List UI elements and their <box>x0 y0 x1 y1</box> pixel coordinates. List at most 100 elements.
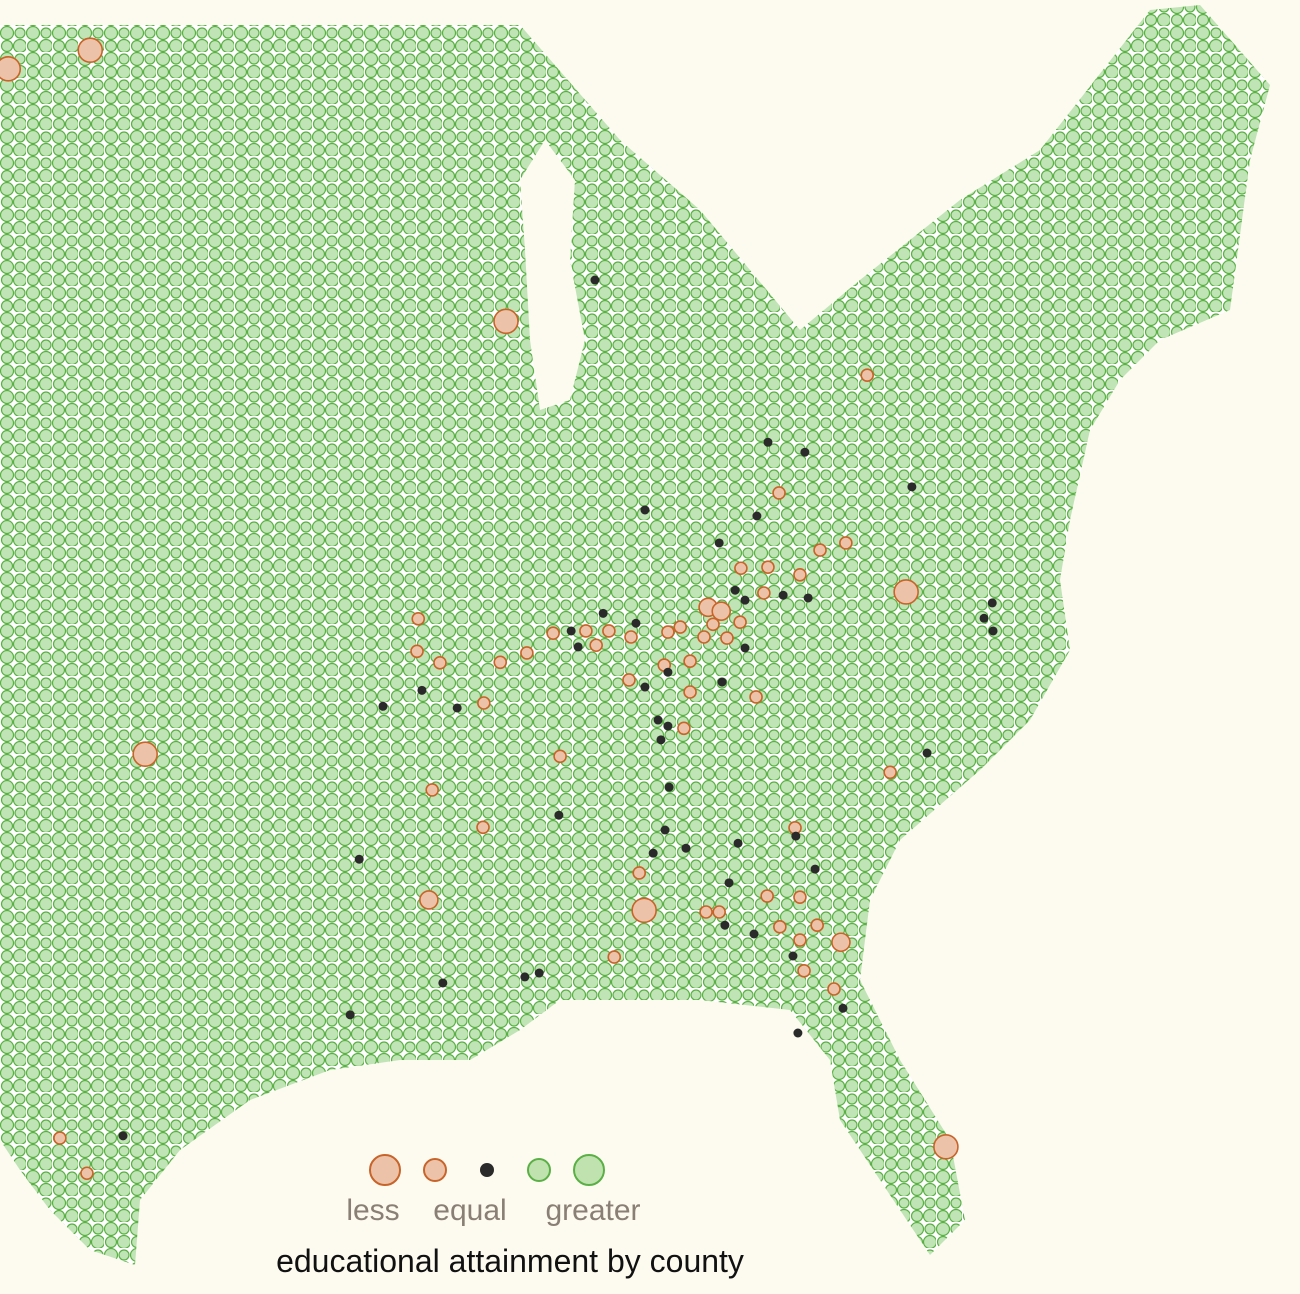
county-equal <box>907 482 917 492</box>
county-less <box>589 638 603 653</box>
county-less <box>883 765 897 780</box>
legend-swatch <box>480 1163 494 1177</box>
county-less <box>0 56 22 82</box>
county-less <box>793 568 807 582</box>
county-equal <box>631 618 641 628</box>
county-less <box>699 905 713 919</box>
county-less <box>793 890 807 904</box>
county-less <box>673 620 688 634</box>
county-equal <box>664 782 674 792</box>
county-equal <box>452 703 462 713</box>
county-less <box>520 646 534 660</box>
county-less <box>493 308 519 335</box>
county-less <box>797 964 811 978</box>
county-less <box>933 1134 959 1160</box>
county-less <box>419 890 439 910</box>
county-equal <box>740 643 750 653</box>
county-less <box>546 626 560 640</box>
county-less <box>706 617 720 632</box>
county-equal <box>681 843 691 853</box>
county-less <box>622 673 636 687</box>
county-less <box>132 741 158 767</box>
county-equal <box>656 735 666 745</box>
county-less <box>831 932 851 953</box>
county-equal <box>720 920 730 930</box>
county-less <box>712 905 726 919</box>
county-less <box>773 920 787 934</box>
legend-label: less <box>346 1194 399 1227</box>
county-equal <box>660 825 670 835</box>
county-equal <box>752 511 762 521</box>
county-equal <box>598 608 608 618</box>
county-equal <box>838 1003 848 1013</box>
county-equal <box>800 447 810 457</box>
county-less <box>493 655 508 670</box>
county-equal <box>749 929 759 939</box>
county-less <box>757 586 771 600</box>
county-equal <box>378 701 388 711</box>
county-equal <box>763 437 773 447</box>
county-less <box>661 625 675 639</box>
county-equal <box>345 1010 355 1020</box>
county-equal <box>714 538 724 548</box>
legend-swatch <box>423 1158 447 1182</box>
county-less <box>624 630 638 644</box>
county-equal <box>640 682 650 692</box>
county-less <box>813 543 827 557</box>
county-less <box>720 631 734 645</box>
county-equal <box>354 854 364 864</box>
county-equal <box>663 667 673 677</box>
county-less <box>761 560 775 574</box>
county-equal <box>922 748 932 758</box>
county-less <box>827 982 841 996</box>
county-equal <box>778 590 788 600</box>
county-less <box>410 644 424 659</box>
county-equal <box>653 715 663 725</box>
legend-swatch <box>573 1154 605 1186</box>
map-title: educational attainment by county <box>276 1243 744 1279</box>
county-equal <box>810 864 820 874</box>
county-less <box>711 601 732 621</box>
county-equal <box>793 1028 803 1038</box>
county-less <box>760 889 774 903</box>
county-equal <box>663 721 673 731</box>
county-less <box>632 866 647 880</box>
county-equal <box>573 642 583 652</box>
legend-swatch <box>527 1158 551 1182</box>
county-less <box>683 654 697 669</box>
legend: less equal greater <box>346 1154 641 1227</box>
county-less <box>433 656 447 670</box>
county-less <box>749 690 763 704</box>
county-less <box>80 1166 94 1181</box>
county-equal <box>438 978 448 988</box>
county-dots <box>0 37 998 1181</box>
county-equal <box>791 831 801 841</box>
county-less <box>793 933 807 947</box>
county-less <box>734 561 748 576</box>
county-equal <box>724 878 734 888</box>
county-equal <box>788 951 798 961</box>
county-equal <box>640 505 650 515</box>
county-equal <box>566 626 576 636</box>
county-equal <box>520 972 530 982</box>
county-equal <box>534 968 544 978</box>
legend-label: equal <box>433 1194 506 1227</box>
county-less <box>425 783 439 797</box>
legend-swatch <box>369 1154 401 1186</box>
county-equal <box>554 810 564 820</box>
county-equal <box>590 275 600 285</box>
legend-label: greater <box>545 1194 640 1227</box>
county-less <box>579 624 593 638</box>
county-less <box>772 486 786 500</box>
county-less <box>810 918 824 933</box>
county-less <box>607 950 622 964</box>
county-equal <box>417 685 427 695</box>
county-less <box>733 615 747 629</box>
county-equal <box>987 598 997 608</box>
county-equal <box>717 677 727 687</box>
county-equal <box>733 838 743 848</box>
county-less <box>631 897 657 924</box>
county-less <box>677 721 691 736</box>
county-equal <box>803 593 813 603</box>
